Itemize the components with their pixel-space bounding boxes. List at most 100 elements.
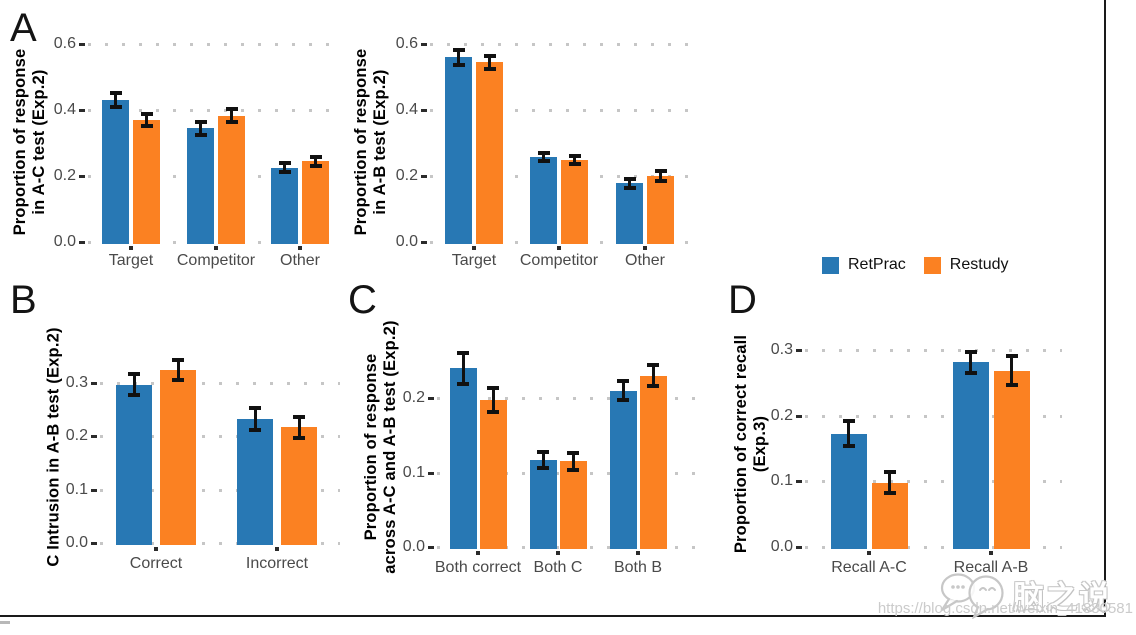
y-tick-mark (91, 488, 97, 492)
x-tick-mark (298, 246, 302, 250)
error-cap-bottom (172, 377, 184, 382)
y-tick-label: 0.2 (395, 167, 418, 185)
retprac-bar-recall-a-b (952, 362, 989, 549)
y-tick-mark (796, 480, 802, 484)
legend-label-restudy: Restudy (949, 256, 1009, 273)
y-tick-label: 0.1 (770, 472, 793, 490)
error-bar-retprac-competitor (542, 153, 545, 162)
legend-label-retprac: RetPrac (848, 256, 906, 273)
error-cap-bottom (647, 384, 659, 389)
error-bar-retprac-both-correct (461, 352, 465, 384)
y-tick-label: 0.3 (770, 340, 793, 358)
error-bar-retprac-other (628, 178, 631, 188)
y-tick-mark (421, 241, 427, 244)
restudy-color-swatch (923, 256, 941, 274)
gridline-0.2 (437, 397, 706, 401)
y-tick-mark (91, 542, 97, 545)
restudy-bar-both-c (559, 461, 587, 549)
x-tick-mark (557, 246, 561, 250)
error-bar-retprac-target (457, 49, 460, 66)
restudy-bar-recall-a-b (993, 370, 1030, 549)
gridline-0.4 (88, 109, 336, 113)
error-cap-bottom (964, 370, 977, 375)
retprac-bar-competitor (187, 128, 214, 244)
error-cap-bottom (617, 398, 629, 403)
x-category-competitor: Competitor (519, 252, 599, 269)
restudy-bar-incorrect (281, 427, 317, 545)
x-tick-mark (214, 246, 218, 250)
error-cap-bottom (487, 409, 499, 414)
error-bar-restudy-both-b (651, 365, 655, 387)
error-cap-top (172, 357, 184, 362)
error-bar-restudy-other (314, 156, 317, 166)
restudy-bar-both-b (639, 375, 667, 549)
gridline-0.3 (805, 348, 1062, 352)
retprac-bar-target (102, 100, 129, 244)
x-tick-mark (636, 551, 640, 555)
y-tick-mark (91, 382, 97, 385)
y-tick-label: 0.4 (53, 101, 76, 119)
retprac-bar-recall-a-c (830, 433, 867, 549)
error-bar-retprac-incorrect (253, 407, 257, 430)
y-tick-label: 0.0 (53, 233, 76, 250)
error-cap-bottom (140, 124, 153, 129)
x-tick-mark (989, 551, 993, 555)
y-tick-label: 0.2 (53, 167, 76, 185)
gridline-0.1 (100, 488, 340, 492)
gridline-0.4 (430, 109, 700, 113)
y-tick-label: 0.2 (402, 389, 425, 407)
error-cap-bottom (128, 392, 140, 397)
error-bar-retprac-recall-a-b (969, 351, 972, 373)
error-cap-bottom (225, 120, 238, 125)
gridline-0.6 (430, 43, 700, 47)
x-category-recall-a-b: Recall A-B (953, 559, 1029, 576)
y-tick-label: 0.4 (395, 101, 418, 119)
y-tick-label: 0.6 (53, 35, 76, 53)
y-tick-label: 0.2 (770, 406, 793, 424)
error-cap-top (1005, 354, 1018, 359)
error-cap-top (842, 419, 855, 424)
error-cap-top (617, 378, 629, 383)
y-tick-mark (79, 175, 85, 179)
panel-tag-C: C (348, 278, 377, 322)
retprac-bar-other (616, 183, 643, 244)
y-tick-mark (796, 414, 802, 418)
retprac-bar-other (271, 167, 298, 244)
x-tick-mark (275, 547, 279, 551)
retprac-bar-both-correct (449, 368, 477, 549)
x-category-recall-a-c: Recall A-C (831, 559, 907, 576)
legend-item-retprac: RetPrac (822, 256, 906, 274)
error-cap-bottom (293, 435, 305, 440)
y-tick-label: 0.0 (395, 233, 418, 250)
error-cap-bottom (842, 444, 855, 449)
x-tick-mark (129, 246, 133, 250)
y-tick-label: 0.0 (402, 538, 425, 555)
error-cap-top (109, 91, 122, 96)
y-tick-label: 0.0 (65, 534, 88, 551)
error-bar-restudy-competitor (230, 109, 233, 123)
error-bar-restudy-incorrect (297, 416, 301, 438)
restudy-bar-both-correct (479, 399, 507, 549)
x-tick-mark (154, 547, 158, 551)
retprac-bar-both-b (609, 390, 637, 549)
y-tick-mark (421, 109, 427, 113)
error-cap-bottom (567, 467, 579, 472)
restudy-bar-target (476, 62, 503, 244)
legend: RetPrac Restudy (822, 256, 1009, 274)
y-tick-mark (421, 175, 427, 179)
watermark-brand-text: 脑之说 (1013, 580, 1112, 615)
y-tick-mark (79, 43, 85, 47)
y-tick-mark (91, 435, 97, 439)
error-cap-bottom (537, 159, 550, 164)
y-tick-mark (428, 397, 434, 401)
error-cap-bottom (194, 132, 207, 137)
restudy-bar-target (133, 120, 160, 244)
error-bar-retprac-both-c (541, 451, 545, 469)
restudy-bar-other (647, 176, 674, 244)
x-category-target: Target (451, 252, 497, 269)
error-bar-restudy-correct (176, 359, 180, 380)
x-category-incorrect: Incorrect (245, 555, 309, 572)
x-tick-mark (556, 551, 560, 555)
error-cap-bottom (278, 170, 291, 175)
error-cap-top (883, 470, 896, 475)
